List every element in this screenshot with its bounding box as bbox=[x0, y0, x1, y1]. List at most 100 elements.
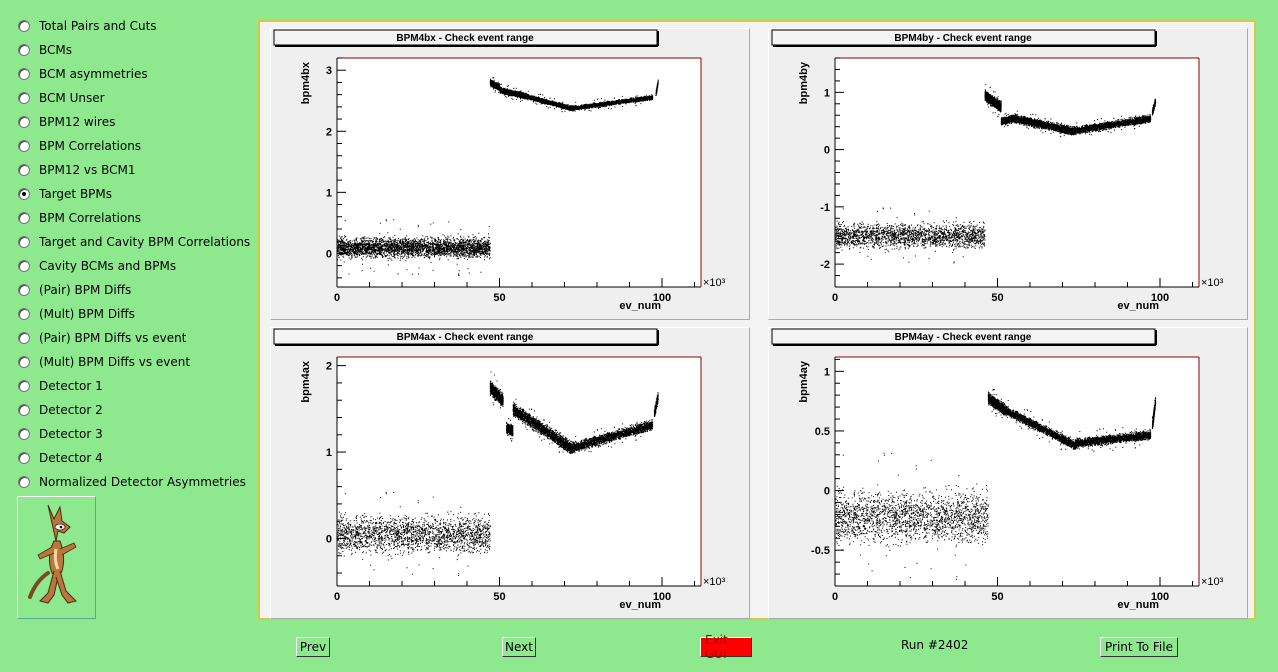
menu-item-5[interactable]: BPM Correlations bbox=[18, 134, 248, 158]
menu-item-19[interactable]: Normalized Detector Asymmetries bbox=[18, 470, 248, 494]
print-to-file-button[interactable]: Print To File bbox=[1100, 637, 1178, 657]
radio-button[interactable] bbox=[18, 332, 30, 344]
menu-item-8[interactable]: BPM Correlations bbox=[18, 206, 248, 230]
exit-gui-button[interactable]: Exit GUI bbox=[700, 633, 752, 661]
x-multiplier: ×10³ bbox=[1201, 277, 1224, 289]
menu-item-label: Total Pairs and Cuts bbox=[39, 19, 157, 33]
menu-item-11[interactable]: (Pair) BPM Diffs bbox=[18, 278, 248, 302]
radio-button[interactable] bbox=[18, 260, 30, 272]
chart-title: BPM4bx - Check event range bbox=[396, 33, 534, 44]
x-tick-label: 100 bbox=[1151, 292, 1169, 304]
radio-button[interactable] bbox=[18, 68, 30, 80]
radio-button[interactable] bbox=[18, 476, 30, 488]
menu-item-label: Detector 1 bbox=[39, 379, 103, 393]
y-tick-label: 2 bbox=[326, 126, 332, 138]
y-tick-label: 0 bbox=[326, 533, 332, 545]
radio-button[interactable] bbox=[18, 116, 30, 128]
data-points bbox=[835, 389, 1157, 580]
menu-item-label: (Mult) BPM Diffs vs event bbox=[39, 355, 191, 369]
menu-item-label: BPM Correlations bbox=[39, 211, 142, 225]
data-points bbox=[337, 371, 659, 576]
menu-item-label: Target and Cavity BPM Correlations bbox=[39, 235, 251, 249]
x-tick-label: 0 bbox=[832, 591, 838, 603]
next-button[interactable]: Next bbox=[502, 637, 536, 657]
radio-button[interactable] bbox=[18, 164, 30, 176]
y-tick-label: 0.5 bbox=[815, 426, 830, 438]
radio-button[interactable] bbox=[18, 20, 30, 32]
radio-button[interactable] bbox=[18, 44, 30, 56]
radio-button[interactable] bbox=[18, 428, 30, 440]
menu-item-16[interactable]: Detector 2 bbox=[18, 398, 248, 422]
menu-item-2[interactable]: BCM asymmetries bbox=[18, 62, 248, 86]
radio-button[interactable] bbox=[18, 452, 30, 464]
menu-item-4[interactable]: BPM12 wires bbox=[18, 110, 248, 134]
menu-item-15[interactable]: Detector 1 bbox=[18, 374, 248, 398]
radio-button[interactable] bbox=[18, 140, 30, 152]
y-tick-label: -1 bbox=[820, 202, 830, 214]
data-points bbox=[835, 83, 1157, 264]
y-axis-label: bpm4bx bbox=[300, 61, 312, 104]
menu-item-12[interactable]: (Mult) BPM Diffs bbox=[18, 302, 248, 326]
radio-button[interactable] bbox=[18, 188, 30, 200]
menu-item-label: Detector 4 bbox=[39, 451, 103, 465]
chart-pad-bpm4ay[interactable]: BPM4ay - Check event range 0 50 100 ×10³ ev_n… bbox=[768, 327, 1248, 619]
radio-button[interactable] bbox=[18, 404, 30, 416]
radio-button[interactable] bbox=[18, 212, 30, 224]
x-tick-label: 50 bbox=[991, 292, 1003, 304]
chart-pad-bpm4by[interactable]: BPM4by - Check event range 0 50 100 ×10³ ev_n… bbox=[768, 28, 1248, 320]
menu-item-13[interactable]: (Pair) BPM Diffs vs event bbox=[18, 326, 248, 350]
x-multiplier: ×10³ bbox=[703, 277, 726, 289]
chart-pad-bpm4ax[interactable]: BPM4ax - Check event range 0 50 100 ×10³ ev_n… bbox=[270, 327, 750, 619]
chart-svg: BPM4bx - Check event range 0 50 100 ×10³ ev_n… bbox=[273, 29, 726, 312]
menu-item-17[interactable]: Detector 3 bbox=[18, 422, 248, 446]
x-tick-label: 0 bbox=[832, 292, 838, 304]
radio-button[interactable] bbox=[18, 284, 30, 296]
chart-title: BPM4by - Check event range bbox=[894, 33, 1032, 44]
y-tick-label: 1 bbox=[824, 87, 830, 99]
y-axis-label: bpm4ax bbox=[300, 360, 312, 402]
menu-item-9[interactable]: Target and Cavity BPM Correlations bbox=[18, 230, 251, 254]
y-tick-label: 1 bbox=[824, 366, 830, 378]
radio-button[interactable] bbox=[18, 92, 30, 104]
menu-item-7[interactable]: Target BPMs bbox=[18, 182, 248, 206]
menu-item-label: BCM Unser bbox=[39, 91, 105, 105]
y-axis-label: bpm4by bbox=[798, 61, 810, 104]
chart-title: BPM4ay - Check event range bbox=[895, 332, 1032, 343]
menu-item-10[interactable]: Cavity BCMs and BPMs bbox=[18, 254, 248, 278]
plot-canvas[interactable]: BPM4bx - Check event range 0 50 100 ×10³ ev_n… bbox=[258, 20, 1256, 620]
menu-item-3[interactable]: BCM Unser bbox=[18, 86, 248, 110]
menu-item-14[interactable]: (Mult) BPM Diffs vs event bbox=[18, 350, 248, 374]
chart-pad-bpm4bx[interactable]: BPM4bx - Check event range 0 50 100 ×10³ ev_n… bbox=[270, 28, 750, 320]
y-tick-label: -2 bbox=[820, 259, 830, 271]
chart-svg: BPM4by - Check event range 0 50 100 ×10³ ev_n… bbox=[771, 29, 1224, 312]
plot-area bbox=[835, 58, 1199, 287]
chart-title: BPM4ax - Check event range bbox=[397, 332, 534, 343]
radio-button[interactable] bbox=[18, 236, 30, 248]
x-tick-label: 0 bbox=[334, 591, 340, 603]
menu-item-label: (Mult) BPM Diffs bbox=[39, 307, 135, 321]
y-tick-label: 1 bbox=[326, 187, 332, 199]
x-multiplier: ×10³ bbox=[703, 576, 726, 588]
radio-button[interactable] bbox=[18, 356, 30, 368]
scatter-points bbox=[835, 389, 1157, 580]
x-tick-label: 100 bbox=[1151, 591, 1169, 603]
menu-item-6[interactable]: BPM12 vs BCM1 bbox=[18, 158, 248, 182]
y-tick-label: 3 bbox=[326, 65, 332, 77]
prev-button[interactable]: Prev bbox=[296, 637, 330, 657]
menu-item-label: (Pair) BPM Diffs vs event bbox=[39, 331, 187, 345]
menu-item-18[interactable]: Detector 4 bbox=[18, 446, 248, 470]
menu-item-1[interactable]: BCMs bbox=[18, 38, 248, 62]
menu-item-0[interactable]: Total Pairs and Cuts bbox=[18, 14, 248, 38]
x-tick-label: 100 bbox=[653, 292, 671, 304]
y-tick-label: -0.5 bbox=[811, 545, 830, 557]
radio-button[interactable] bbox=[18, 380, 30, 392]
menu-item-label: (Pair) BPM Diffs bbox=[39, 283, 132, 297]
data-points bbox=[337, 77, 659, 276]
y-tick-label: 0 bbox=[824, 486, 830, 498]
y-tick-label: 0 bbox=[326, 248, 332, 260]
chart-svg: BPM4ay - Check event range 0 50 100 ×10³ ev_n… bbox=[771, 328, 1224, 611]
radio-button[interactable] bbox=[18, 308, 30, 320]
menu-item-label: BCMs bbox=[39, 43, 73, 57]
x-axis-label: ev_num bbox=[1117, 599, 1159, 611]
plot-menu: Total Pairs and Cuts BCMs BCM asymmetries B… bbox=[18, 14, 251, 494]
